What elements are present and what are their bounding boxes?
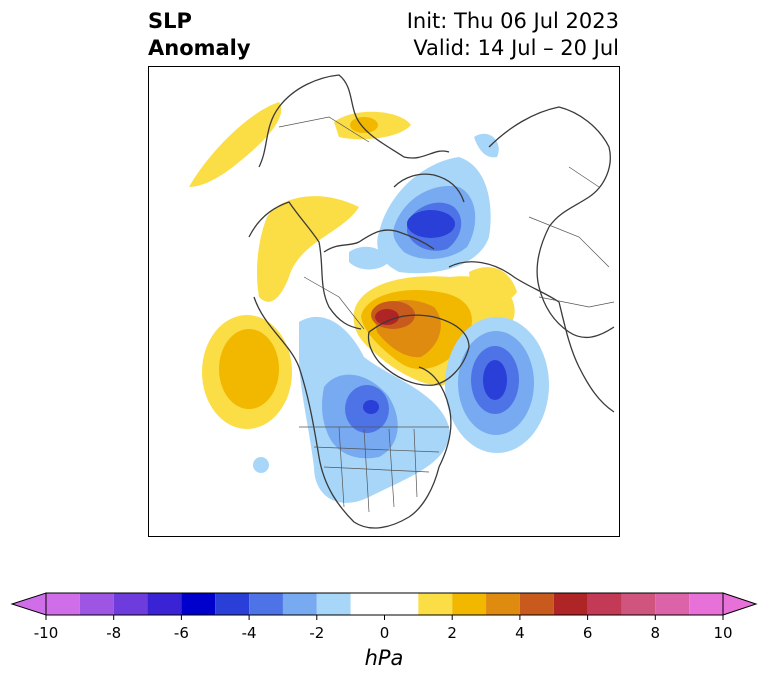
anomaly-map — [189, 74, 615, 529]
colorbar-segment — [282, 593, 317, 615]
canada-positive-anomaly — [256, 196, 359, 302]
colorbar-tick-label: -10 — [33, 624, 59, 642]
colorbar-segment — [113, 593, 148, 615]
colorbar-segment — [689, 593, 723, 615]
colorbar-segment — [147, 593, 182, 615]
colorbar-segment — [215, 593, 250, 615]
colorbar-extend-min — [10, 592, 47, 616]
colorbar-segment — [79, 593, 114, 615]
colorbar-ticks — [45, 615, 724, 620]
init-date: Init: Thu 06 Jul 2023 — [406, 9, 619, 33]
colorbar-tick-label: 6 — [582, 624, 593, 642]
colorbar-segment — [452, 593, 487, 615]
colorbar-segment — [519, 593, 554, 615]
colorbar-segment — [587, 593, 622, 615]
siberia-negative-anomaly — [377, 133, 499, 274]
colorbar-segment — [316, 593, 351, 615]
colorbar-tick-label: 0 — [379, 624, 390, 642]
colorbar-extend-max — [722, 592, 758, 616]
colorbar-segment — [181, 593, 216, 615]
colorbar-tick-label: 2 — [447, 624, 457, 642]
colorbar-tick-label: 4 — [515, 624, 525, 642]
colorbar-tick-label: 8 — [650, 624, 661, 642]
valid-range: Valid: 14 Jul – 20 Jul — [413, 36, 619, 60]
forecast-dates: Init: Thu 06 Jul 2023 Valid: 14 Jul – 20… — [407, 8, 619, 62]
north-pacific-positive-anomaly — [202, 315, 292, 429]
colorbar-segments — [10, 592, 758, 616]
colorbar-segment — [249, 593, 283, 615]
map-panel — [148, 66, 620, 537]
alaska-positive-anomaly — [189, 102, 411, 187]
colorbar-segment — [350, 593, 419, 615]
colorbar — [10, 592, 758, 620]
colorbar-units: hPa — [364, 646, 404, 670]
chart-title: SLP Anomaly — [148, 8, 251, 62]
colorbar-tick-label: -6 — [173, 624, 189, 642]
country-borders — [278, 116, 615, 513]
title-line-1: SLP — [148, 9, 192, 33]
north-atlantic-negative-anomaly — [445, 317, 549, 453]
coastlines — [248, 74, 615, 529]
colorbar-segment — [621, 593, 656, 615]
colorbar-tick-label: -4 — [241, 624, 257, 642]
colorbar-segment — [418, 593, 453, 615]
colorbar-segment — [553, 593, 588, 615]
title-line-2: Anomaly — [148, 36, 251, 60]
colorbar-tick-label: 10 — [713, 624, 733, 642]
colorbar-tick-label: -8 — [106, 624, 122, 642]
north-america-negative-anomaly — [253, 246, 450, 503]
colorbar-segment — [486, 593, 520, 615]
colorbar-segment — [46, 593, 80, 615]
colorbar-segment — [655, 593, 690, 615]
colorbar-tick-label: -2 — [309, 624, 325, 642]
